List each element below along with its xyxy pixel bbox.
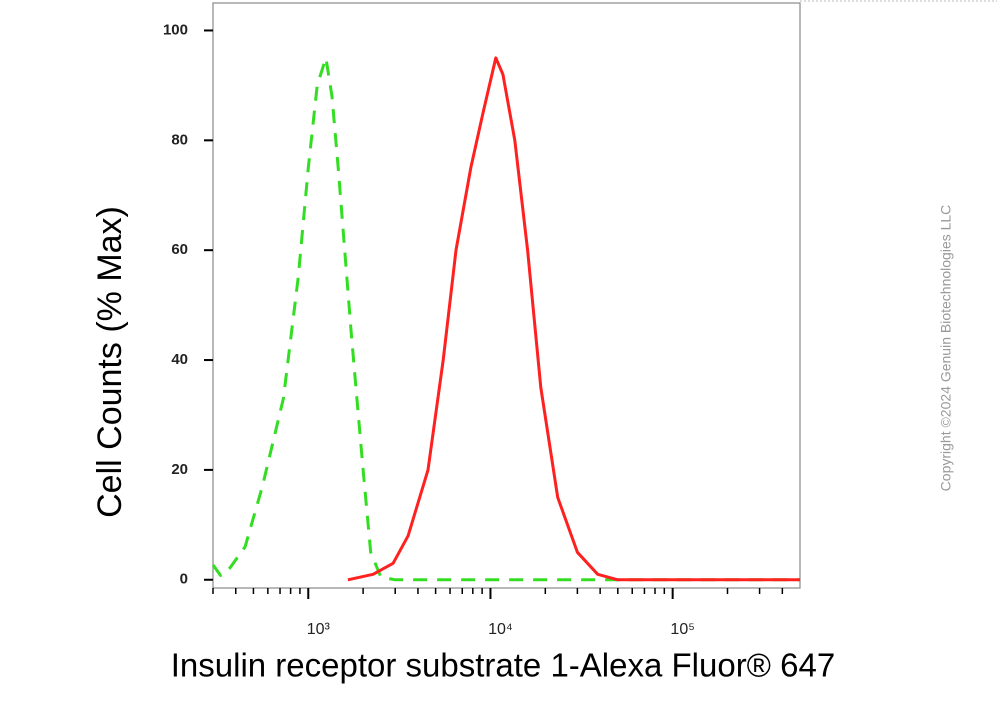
histogram-line bbox=[347, 56, 800, 582]
y-tick-label: 20 bbox=[171, 461, 188, 478]
x-tick-label: 10⁵ bbox=[670, 621, 694, 638]
y-tick-label: 80 bbox=[171, 131, 188, 148]
y-tick-label: 0 bbox=[180, 571, 188, 588]
x-tick-label: 10³ bbox=[307, 621, 331, 638]
plot-frame bbox=[212, 2, 801, 589]
x-axis-label: Insulin receptor substrate 1-Alexa Fluor… bbox=[171, 647, 835, 684]
x-tick-label: 10⁴ bbox=[488, 621, 513, 638]
y-tick-label: 100 bbox=[163, 21, 188, 38]
y-tick-label: 60 bbox=[171, 241, 188, 258]
copyright: Copyright ©2024 Genuin Biotechnologies L… bbox=[938, 205, 954, 492]
y-axis-label: Cell Counts (% Max) bbox=[91, 206, 129, 518]
histogram-line bbox=[211, 56, 800, 582]
y-tick-label: 40 bbox=[171, 351, 188, 368]
